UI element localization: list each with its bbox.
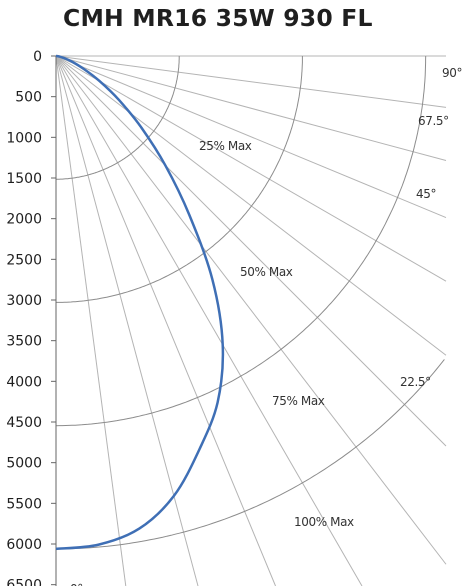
angle-line-37-5 xyxy=(55,55,447,565)
y-tick-label: 3000 xyxy=(6,293,42,309)
y-tick-label: 2500 xyxy=(6,252,42,268)
angle-grid-lines xyxy=(55,55,447,586)
chart-annotations: 0° 22.5° 45° 67.5° 90° 25% Max 50% Max 75% Max 1… xyxy=(70,66,462,586)
y-tick-label: 1000 xyxy=(6,130,42,146)
y-tick-label: 2000 xyxy=(6,212,42,228)
angle-label: 22.5° xyxy=(400,375,431,389)
contour-label: 25% Max xyxy=(199,139,252,153)
y-tick-label: 1500 xyxy=(6,171,42,187)
y-tick-label: 4000 xyxy=(6,374,42,390)
contour-75-percent xyxy=(55,55,427,427)
angle-label: 90° xyxy=(442,66,462,80)
angle-line-45 xyxy=(55,55,447,447)
y-tick-label: 6000 xyxy=(6,537,42,553)
contour-label: 100% Max xyxy=(294,515,354,529)
angle-line-67-5 xyxy=(55,55,447,219)
angle-line-52-5 xyxy=(55,55,447,356)
angle-label: 0° xyxy=(70,582,83,586)
y-tick-label: 5000 xyxy=(6,456,42,472)
y-tick-label: 0 xyxy=(33,49,42,65)
y-axis-ticks: 0 500 1000 1500 2000 2500 3000 3500 4000 4500 5000… xyxy=(6,49,56,586)
contour-grid-arcs xyxy=(55,55,445,550)
y-tick-label: 6500 xyxy=(6,578,42,586)
contour-25-percent xyxy=(56,56,180,180)
angle-line-60 xyxy=(55,55,447,282)
contour-100-percent xyxy=(56,359,445,550)
angle-line-75 xyxy=(55,55,447,161)
chart-title: CMH MR16 35W 930 FL xyxy=(63,4,373,32)
contour-label: 75% Max xyxy=(272,394,325,408)
angle-label: 67.5° xyxy=(418,114,449,128)
candela-curve xyxy=(55,54,225,551)
angle-line-15 xyxy=(55,55,199,586)
angle-line-22-5 xyxy=(55,55,276,586)
angle-line-82-5 xyxy=(55,55,447,108)
contour-50-percent xyxy=(56,56,303,303)
y-tick-label: 4500 xyxy=(6,415,42,431)
y-tick-label: 500 xyxy=(15,90,42,106)
angle-label: 45° xyxy=(416,187,436,201)
angle-line-7-5 xyxy=(55,55,127,586)
angle-line-30 xyxy=(55,55,363,586)
contour-label: 50% Max xyxy=(240,265,293,279)
y-tick-label: 3500 xyxy=(6,334,42,350)
y-tick-label: 5500 xyxy=(6,496,42,512)
